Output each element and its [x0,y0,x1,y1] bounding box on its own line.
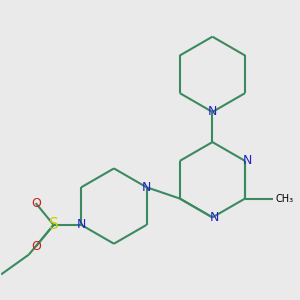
Text: N: N [142,181,151,194]
Text: O: O [31,240,41,253]
Text: N: N [76,218,86,231]
Text: N: N [242,154,252,167]
Text: CH₃: CH₃ [276,194,294,203]
Text: N: N [210,211,219,224]
Text: S: S [49,218,58,232]
Text: N: N [208,106,217,118]
Text: O: O [31,196,41,210]
